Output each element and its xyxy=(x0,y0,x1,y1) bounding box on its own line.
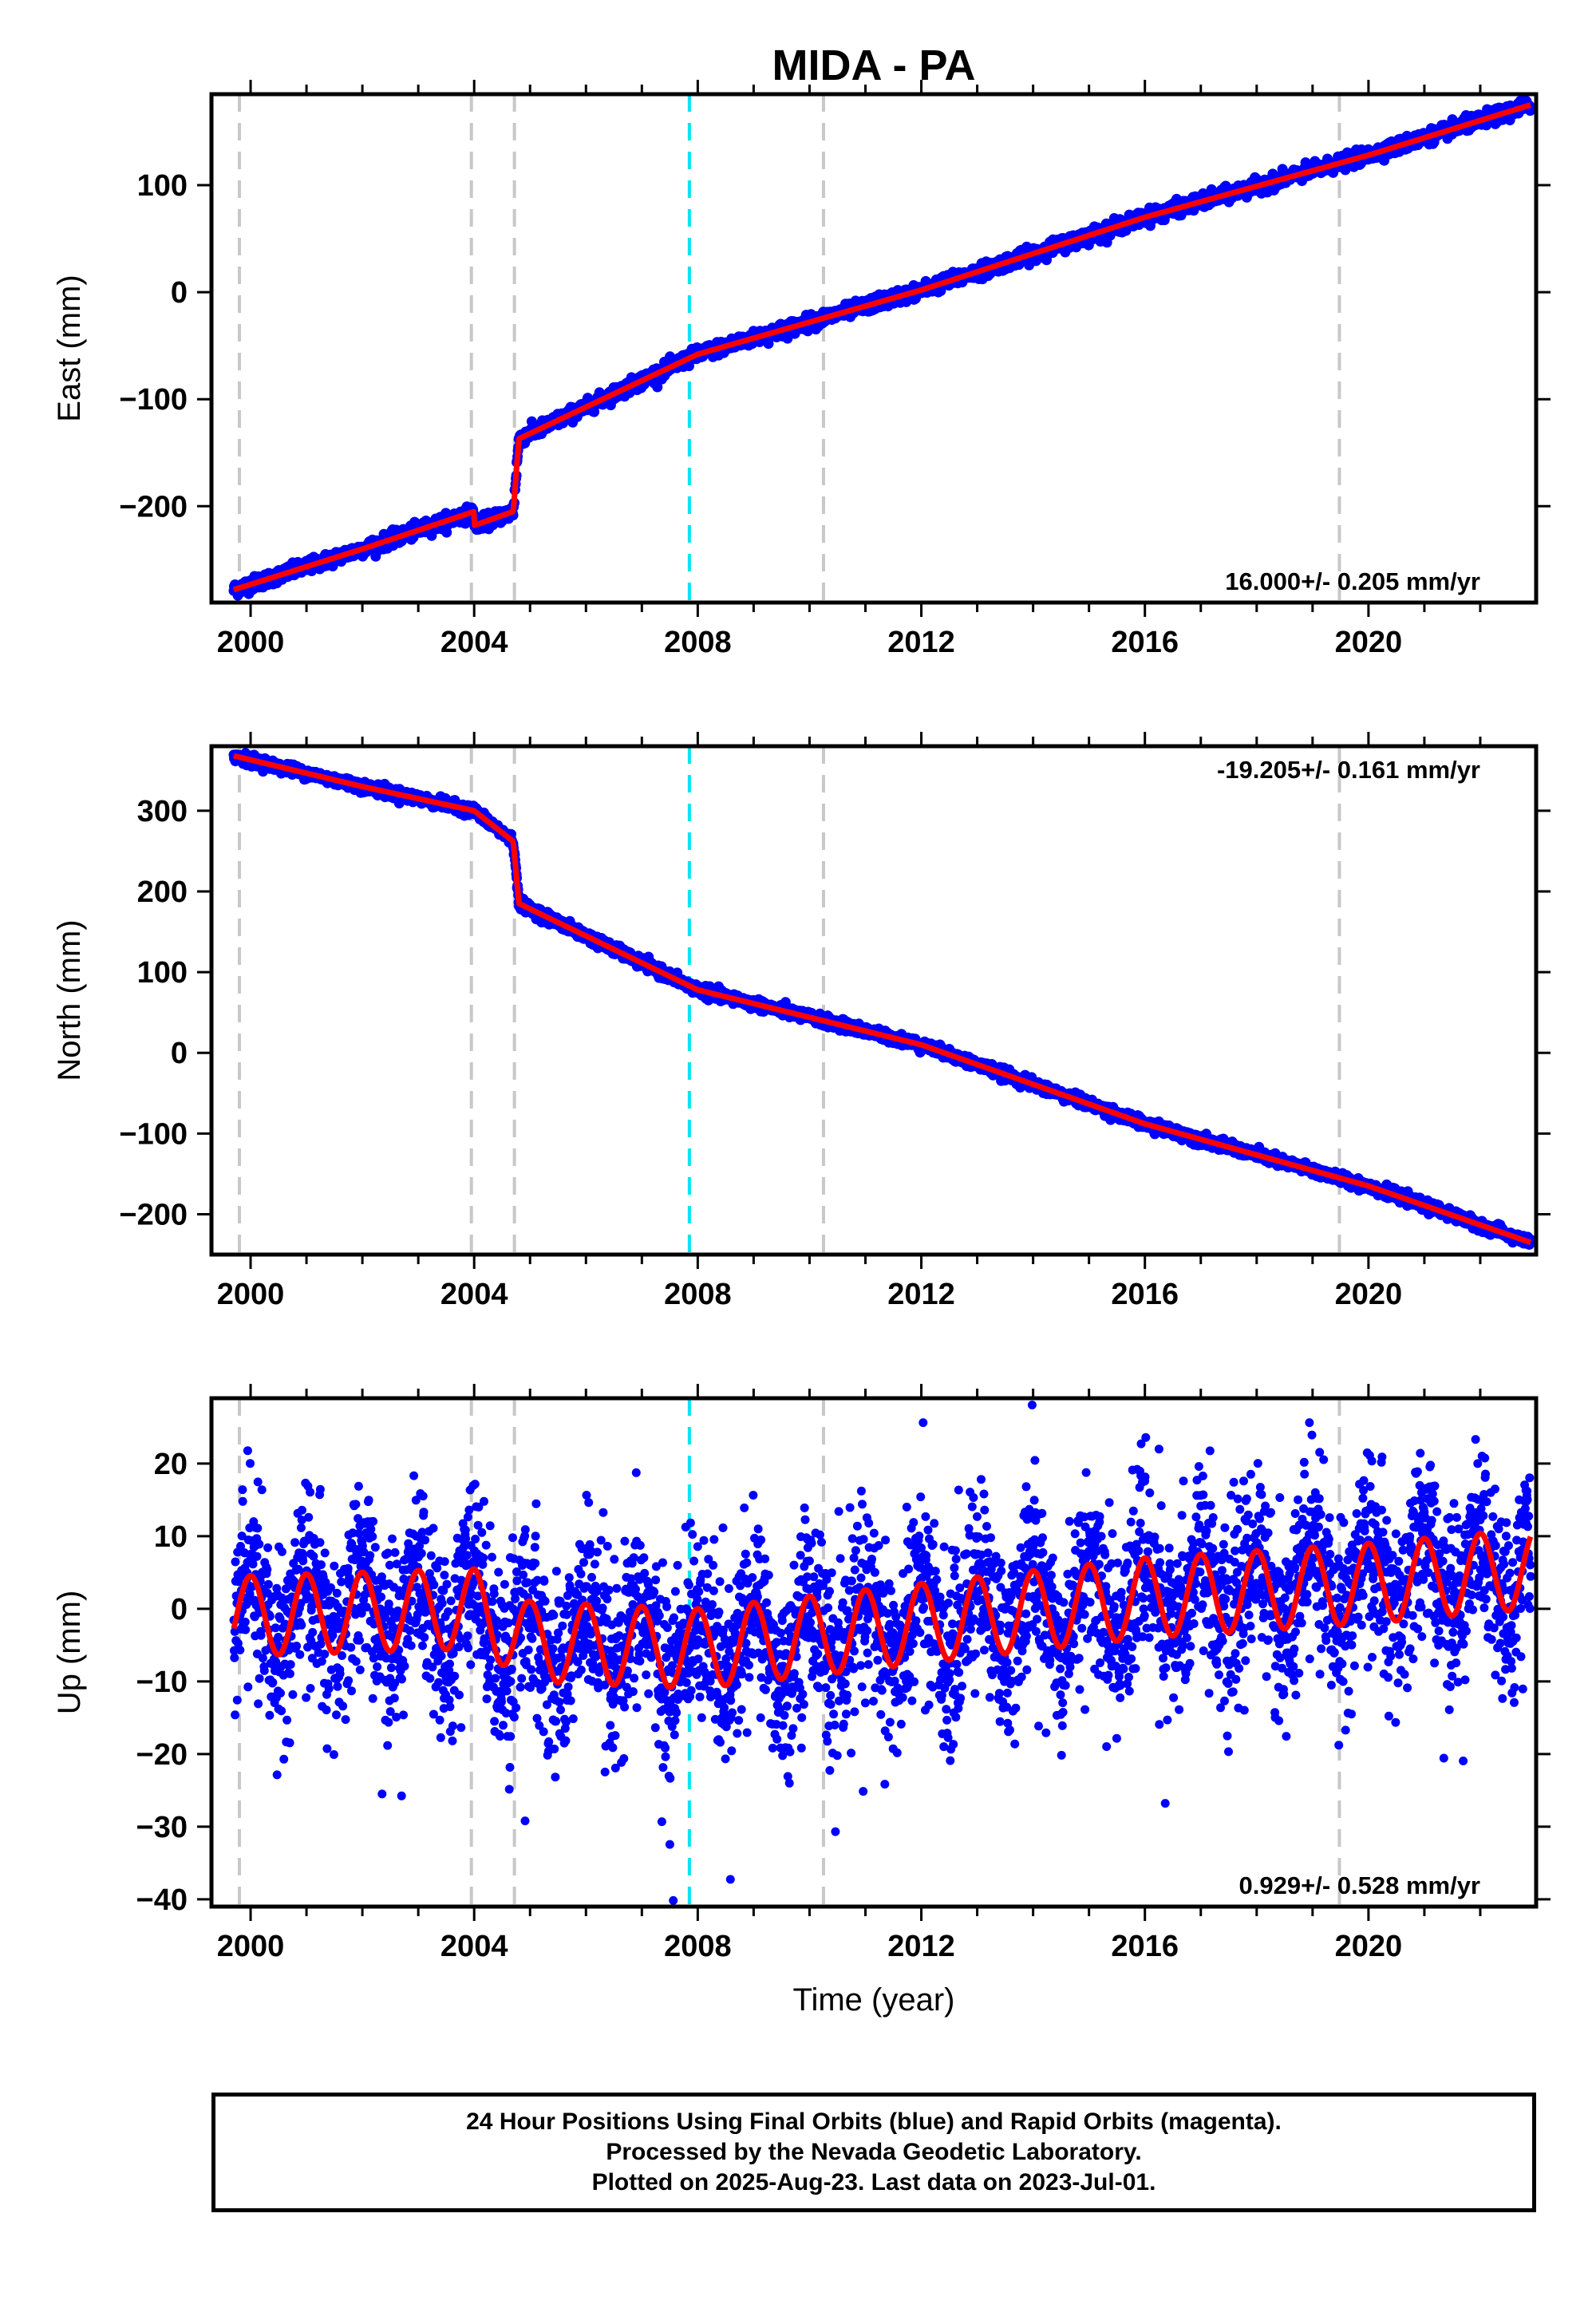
gps-time-series-figure: MIDA - PA −200 −100 0 100 2000 2004 2008 2012 20… xyxy=(52,41,1551,2018)
y-tick-label: 0 xyxy=(171,276,188,310)
panel-east: −200 −100 0 100 2000 2004 2008 2012 2016 2020 East… xyxy=(52,80,1551,659)
x-tick-label: 2016 xyxy=(1111,626,1179,659)
plot-area xyxy=(228,746,1536,1255)
data-points xyxy=(228,748,1536,1250)
data-point xyxy=(652,381,663,393)
x-tick-label: 2000 xyxy=(217,626,285,659)
figure-title: MIDA - PA xyxy=(772,41,976,89)
x-tick-label: 2020 xyxy=(1335,626,1403,659)
data-points xyxy=(228,95,1536,601)
y-tick-label: 100 xyxy=(137,169,188,203)
y-tick-label: −200 xyxy=(119,490,188,524)
x-tick-label: 2008 xyxy=(664,626,732,659)
y-tick-label: −100 xyxy=(119,383,188,417)
x-tick-label: 2004 xyxy=(440,626,508,659)
rate-label: 16.000+/- 0.205 mm/yr xyxy=(1225,567,1480,595)
x-tick-label: 2012 xyxy=(887,626,955,659)
y-axis-label: East (mm) xyxy=(52,275,87,421)
plot-area xyxy=(228,94,1536,603)
panels: −200 −100 0 100 2000 2004 2008 2012 2016 2020 East… xyxy=(52,80,1551,2018)
